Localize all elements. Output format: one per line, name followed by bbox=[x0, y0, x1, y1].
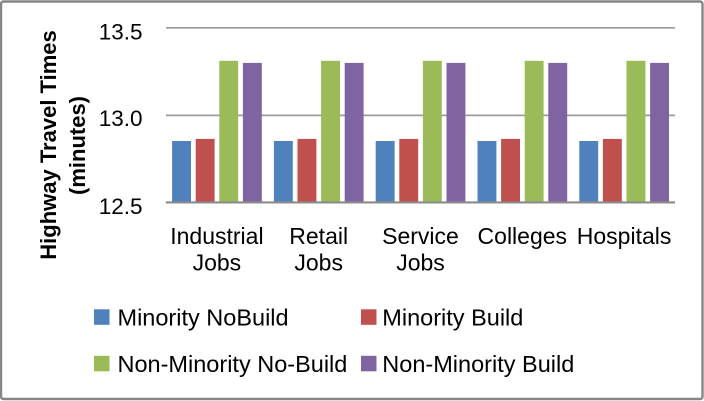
svg-text:Jobs: Jobs bbox=[396, 250, 445, 276]
svg-text:Jobs: Jobs bbox=[294, 250, 343, 276]
svg-text:13.5: 13.5 bbox=[99, 19, 143, 44]
svg-text:Minority NoBuild: Minority NoBuild bbox=[118, 305, 289, 331]
svg-text:Service: Service bbox=[382, 223, 459, 249]
svg-text:Colleges: Colleges bbox=[478, 223, 568, 249]
svg-text:Jobs: Jobs bbox=[193, 250, 242, 276]
svg-text:13.0: 13.0 bbox=[99, 106, 143, 131]
svg-text:Industrial: Industrial bbox=[170, 223, 263, 249]
svg-text:(minutes): (minutes) bbox=[65, 96, 90, 195]
svg-text:12.5: 12.5 bbox=[99, 194, 143, 219]
svg-text:Non-Minority No-Build: Non-Minority No-Build bbox=[118, 351, 348, 377]
svg-text:Hospitals: Hospitals bbox=[577, 223, 672, 249]
svg-text:Non-Minority Build: Non-Minority Build bbox=[382, 351, 574, 377]
svg-text:Highway Travel Times: Highway Travel Times bbox=[36, 30, 61, 259]
svg-text:Retail: Retail bbox=[289, 223, 348, 249]
svg-text:Minority Build: Minority Build bbox=[382, 305, 523, 331]
